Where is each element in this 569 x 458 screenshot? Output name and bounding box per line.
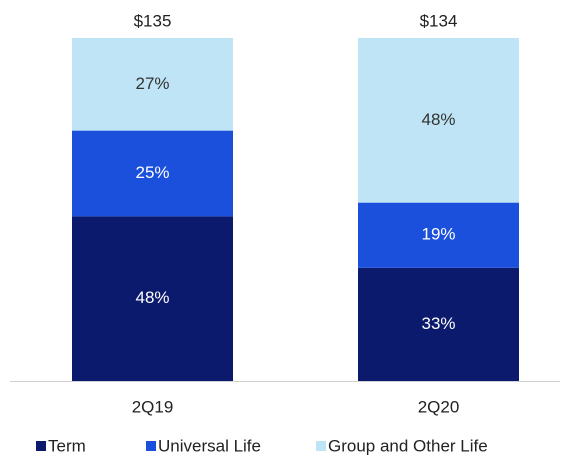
segment-label: 19% — [421, 225, 455, 244]
bar-segment — [72, 38, 233, 131]
bar-segment — [72, 130, 233, 217]
segment-label: 48% — [135, 288, 169, 307]
x-tick-label: 2Q19 — [132, 397, 174, 416]
legend-swatch — [316, 441, 326, 451]
legend-label: Group and Other Life — [328, 436, 488, 455]
bar-segment — [358, 202, 519, 268]
legend-label: Term — [48, 436, 86, 455]
legend-swatch — [36, 441, 46, 451]
bar-segment — [72, 216, 233, 381]
legend-label: Universal Life — [158, 436, 261, 455]
total-label: $134 — [420, 11, 458, 30]
segment-label: 25% — [135, 163, 169, 182]
bar-segment — [358, 267, 519, 381]
segment-label: 27% — [135, 74, 169, 93]
x-tick-label: 2Q20 — [418, 397, 460, 416]
legend-swatch — [146, 441, 156, 451]
bar-segment — [358, 38, 519, 203]
total-label: $135 — [134, 11, 172, 30]
segment-label: 33% — [421, 314, 455, 333]
segment-label: 48% — [421, 110, 455, 129]
